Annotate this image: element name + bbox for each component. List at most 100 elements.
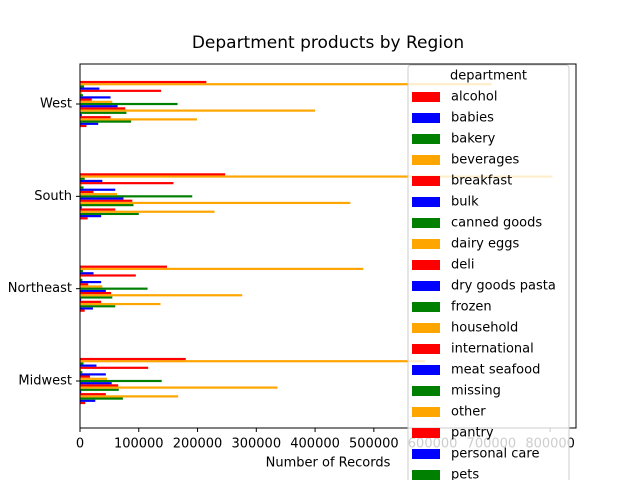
bar [80,386,278,389]
bar [80,382,112,385]
bar [80,366,149,369]
x-axis-label: Number of Records [266,456,391,471]
legend-swatch [412,239,440,249]
legend-label: meat seafood [451,363,540,378]
bar [80,175,553,178]
bar [80,357,186,361]
bar [80,294,243,297]
bar [80,212,139,216]
bar [80,179,103,183]
bar [80,305,116,308]
bar [80,206,82,209]
legend-swatch [412,176,440,186]
legend-label: dairy eggs [451,237,520,252]
bar [80,384,119,387]
bar [80,309,85,312]
bar [80,307,93,310]
legend-label: deli [451,258,474,273]
bar [80,289,106,292]
legend-swatch [412,386,440,396]
x-tick-label: 400000 [290,437,340,452]
bar [80,184,82,187]
legend-label: household [451,321,518,336]
bar [80,111,127,114]
x-tick-label: 0 [76,437,84,452]
bar [80,395,179,398]
legend-swatch [412,260,440,270]
legend-label: other [451,405,486,420]
legend-box [407,64,570,480]
bar [80,280,102,284]
legend-swatch [412,449,440,459]
bar [80,393,106,396]
bar [80,278,83,281]
legend-label: canned goods [451,216,542,231]
bar [80,285,103,288]
bar [80,188,116,191]
bar [80,197,124,200]
bar [80,201,351,205]
legend-swatch [412,197,440,207]
legend-label: dry goods pasta [451,279,556,294]
chart-title: Department products by Region [192,33,464,53]
legend-label: babies [451,111,494,126]
y-tick-label: Northeast [8,281,72,296]
bar [80,274,136,277]
bar [80,390,82,394]
plot-frame [79,63,577,429]
bar [80,364,97,367]
legend-swatch [412,302,440,312]
bar [80,377,108,380]
bar [80,113,82,117]
bar [80,100,113,103]
x-tick-label: 100000 [114,437,164,452]
bar [80,215,102,218]
bar [80,94,83,97]
bar [80,89,162,92]
legend-label: bakery [451,132,496,147]
legend-swatch [412,92,440,102]
legend-swatch [412,365,440,375]
bar [80,124,87,128]
bar [80,401,86,405]
legend-swatch [412,470,440,480]
bar [80,267,364,270]
legend-swatch [412,113,440,123]
bar [80,276,82,279]
bar [80,91,82,95]
bar [80,397,123,400]
bar [80,217,88,220]
bar [80,105,118,108]
bar [80,195,193,198]
bar [80,190,94,194]
bar [80,83,492,86]
bar [80,399,96,402]
bar [80,98,92,101]
bar [80,375,90,378]
bar [80,371,83,374]
bar [80,360,425,363]
legend-swatch [412,155,440,165]
bar [80,182,174,185]
bar [80,199,133,202]
legend-label: international [451,342,534,357]
bar [80,373,106,376]
legend-swatch [412,281,440,291]
bar [80,116,111,119]
bar [80,269,83,273]
x-tick-label: 200000 [173,437,223,452]
bar [80,85,85,88]
bar [80,177,85,180]
bar [80,193,118,196]
bar [80,87,100,90]
legend-label: breakfast [451,174,512,189]
bar [80,272,94,275]
y-tick-label: Midwest [18,374,72,389]
x-tick-label: 300000 [231,437,281,452]
legend-label: personal care [451,447,539,462]
bar [80,283,89,286]
bar [80,80,207,84]
bar [80,388,119,391]
legend-label: beverages [451,153,520,168]
bar [80,120,132,123]
